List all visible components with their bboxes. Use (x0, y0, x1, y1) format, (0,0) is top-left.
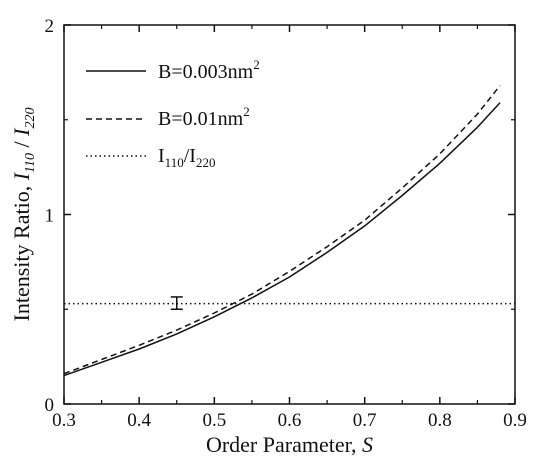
x-tick-label: 0.5 (202, 410, 226, 431)
legend-entry-dashed: B=0.01nm2 (86, 104, 250, 130)
x-axis-ticks: 0.3 0.4 0.5 0.6 0.7 0.8 0.9 (52, 25, 527, 431)
x-tick-label: 0.7 (353, 410, 377, 431)
y-tick-label: 0 (45, 395, 55, 416)
error-bar (170, 296, 183, 310)
legend: B=0.003nm2 B=0.01nm2 I110/I220 (86, 57, 260, 170)
plot-frame (63, 24, 516, 405)
legend-entry-dotted: I110/I220 (86, 145, 215, 170)
x-tick-label: 0.9 (503, 410, 527, 431)
y-tick-label: 2 (45, 16, 55, 37)
legend-entry-solid: B=0.003nm2 (86, 57, 260, 83)
x-axis-title: Order Parameter, S (206, 432, 373, 457)
y-axis-title: Intensity Ratio, I110 / I220 (9, 108, 38, 322)
plot-area: 0.3 0.4 0.5 0.6 0.7 0.8 0.9 0 1 2 (45, 16, 527, 431)
y-tick-label: 1 (45, 206, 55, 227)
x-tick-label: 0.6 (278, 410, 302, 431)
series-line-dashed (63, 85, 501, 375)
series-layer (63, 85, 515, 377)
x-tick-label: 0.4 (127, 410, 151, 431)
x-tick-label: 0.8 (428, 410, 452, 431)
legend-label-dashed: B=0.01nm2 (158, 104, 250, 130)
y-axis-ticks: 0 1 2 (45, 16, 515, 416)
legend-label-solid: B=0.003nm2 (158, 57, 260, 83)
series-line-solid (63, 102, 501, 377)
x-tick-label: 0.3 (52, 410, 76, 431)
legend-label-dotted: I110/I220 (158, 145, 215, 170)
